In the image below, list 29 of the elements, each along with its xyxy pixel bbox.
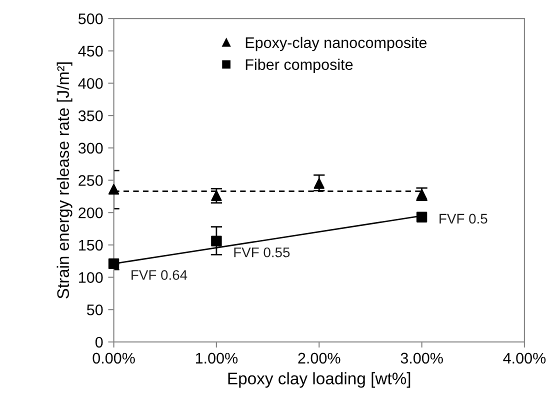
y-tick-label: 300 [78, 142, 103, 154]
x-axis-title: Epoxy clay loading [wt%] [228, 372, 410, 388]
y-tick-label: 250 [78, 175, 103, 186]
x-tick-label: 2.00% [298, 352, 340, 364]
y-tick-label: 0 [95, 336, 103, 348]
point [108, 258, 120, 270]
legend-label: Fiber composite [246, 58, 353, 73]
y-tick-label: 450 [78, 46, 103, 57]
legend-label: Epoxy-clay nanocomposite [246, 36, 427, 52]
annotation: FVF 0.55 [234, 247, 290, 258]
y-tick-label: 50 [86, 304, 103, 316]
y-tick-label: 400 [78, 78, 103, 89]
x-tick-label: 3.00% [400, 352, 443, 364]
y-tick-label: 350 [78, 110, 103, 122]
point [108, 184, 120, 195]
annotation: FVF 0.5 [440, 214, 488, 224]
point [211, 190, 222, 202]
x-tick-label: 4.00% [503, 352, 546, 364]
point [211, 236, 222, 246]
y-axis-title: Strain energy release rate [J/m²] [56, 62, 72, 299]
x-tick-label: 1.00% [196, 352, 238, 364]
point [416, 212, 428, 222]
annotation: FVF 0.64 [132, 270, 188, 280]
y-tick-label: 200 [78, 207, 103, 218]
y-tick-label: 150 [79, 240, 103, 251]
x-tick-label: 0.00% [92, 352, 135, 364]
y-tick-label: 100 [79, 272, 103, 283]
point [314, 178, 324, 189]
y-tick-label: 500 [78, 13, 103, 24]
